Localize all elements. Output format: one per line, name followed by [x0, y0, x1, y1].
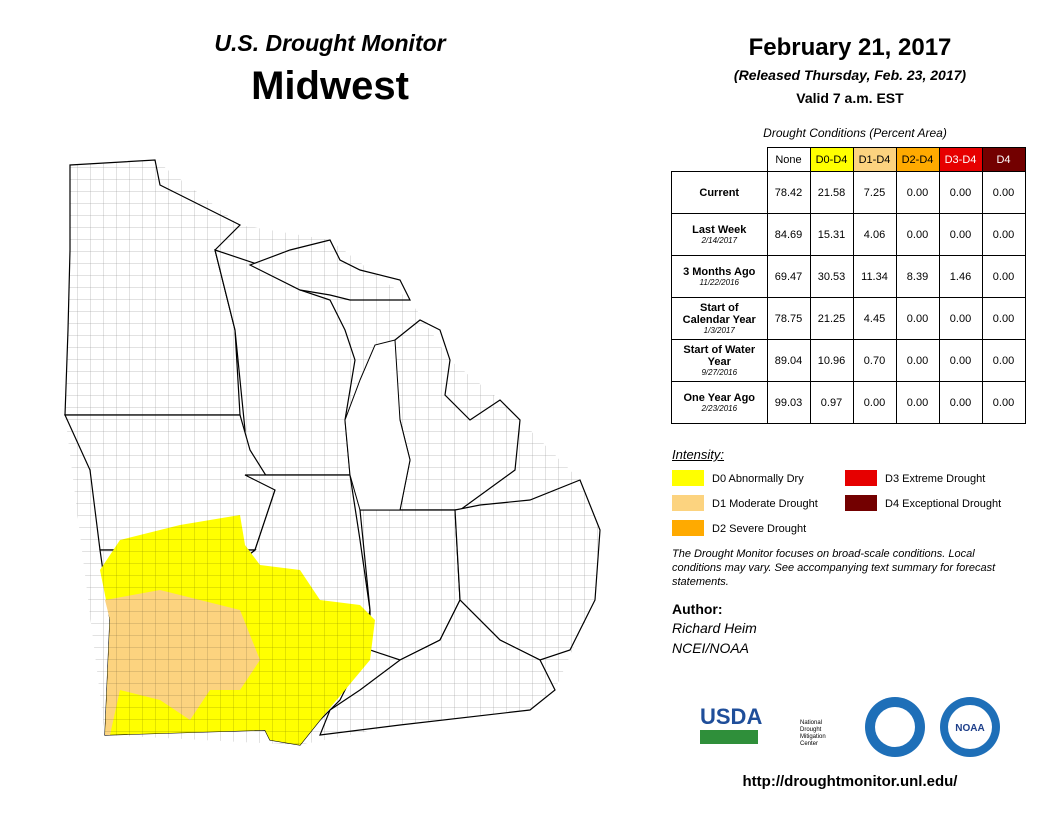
- column-header: D1-D4: [852, 147, 897, 172]
- cell: 4.45: [852, 297, 897, 340]
- cell: 0.00: [895, 213, 940, 256]
- row-title: One Year Ago: [683, 392, 756, 404]
- legend-swatch: [672, 520, 704, 536]
- cell: 7.25: [852, 171, 897, 214]
- table-row: Current 78.42 21.58 7.25 0.00 0.00 0.00: [671, 171, 1026, 214]
- author-org: NCEI/NOAA: [672, 640, 750, 656]
- cell: 0.00: [981, 381, 1026, 424]
- table-caption: Drought Conditions (Percent Area): [763, 126, 947, 140]
- valid: Valid 7 a.m. EST: [796, 90, 904, 106]
- row-date: 9/27/2016: [701, 368, 738, 377]
- cell: 0.00: [938, 171, 983, 214]
- cell: 0.00: [981, 297, 1026, 340]
- legend-swatch: [672, 495, 704, 511]
- noaa-text: NOAA: [955, 723, 984, 734]
- title: U.S. Drought Monitor: [214, 30, 446, 56]
- row-title: Current: [699, 186, 740, 199]
- author-heading: Author:: [672, 601, 723, 617]
- cell: 30.53: [809, 255, 854, 298]
- column-header: D3-D4: [938, 147, 983, 172]
- usda-logo: USDA: [700, 704, 763, 729]
- row-title: 3 Months Ago: [683, 266, 756, 278]
- legend-swatch: [845, 495, 877, 511]
- cell: 1.46: [938, 255, 983, 298]
- cell: 0.00: [938, 213, 983, 256]
- lake-michigan: [344, 339, 411, 511]
- table-row: 3 Months Ago 11/22/2016 69.47 30.53 11.34 8.3…: [671, 255, 1026, 298]
- cell: 0.00: [895, 297, 940, 340]
- cell: 0.00: [981, 213, 1026, 256]
- cell: 0.00: [938, 381, 983, 424]
- cell: 84.69: [766, 213, 811, 256]
- cell: 99.03: [766, 381, 811, 424]
- cell: 0.00: [852, 381, 897, 424]
- ndmc-logo: National Drought Mitigation Center: [800, 720, 826, 747]
- legend-label: D0 Abnormally Dry: [712, 473, 804, 485]
- cell: 0.00: [981, 171, 1026, 214]
- row-title: Start of Water Year: [683, 344, 756, 368]
- legend-label: D4 Exceptional Drought: [885, 498, 1002, 510]
- legend-label: D3 Extreme Drought: [885, 473, 986, 485]
- corner: [672, 148, 768, 172]
- url: http://droughtmonitor.unl.edu/: [742, 773, 958, 790]
- row-date: 2/23/2016: [701, 404, 738, 413]
- date: February 21, 2017: [748, 34, 952, 61]
- row-label: One Year Ago 2/23/2016: [671, 381, 768, 424]
- column-header: D4: [981, 147, 1026, 172]
- cell: 0.00: [981, 255, 1026, 298]
- county-lines: [65, 160, 600, 745]
- map: [64, 159, 601, 746]
- table-row: Start of Calendar Year 1/3/2017 78.75 21.25…: [671, 297, 1026, 340]
- cell: 69.47: [766, 255, 811, 298]
- row-label: Start of Calendar Year 1/3/2017: [671, 297, 768, 340]
- legend-label: D1 Moderate Drought: [712, 498, 818, 510]
- legend-swatch: [672, 470, 704, 486]
- note: The Drought Monitor focuses on broad-sca…: [672, 548, 996, 588]
- row-date: 11/22/2016: [699, 278, 739, 287]
- cell: 89.04: [766, 339, 811, 382]
- row-title: Start of Calendar Year: [682, 302, 756, 326]
- row-label: Last Week 2/14/2017: [671, 213, 768, 256]
- conditions-table: None D0-D4 D1-D4 D2-D4 D3-D4 D4 Current 78.42 21…: [671, 147, 1026, 424]
- cell: 15.31: [809, 213, 854, 256]
- cell: 10.96: [809, 339, 854, 382]
- legend-title: Intensity:: [672, 447, 725, 462]
- cell: 21.58: [809, 171, 854, 214]
- cell: 0.00: [895, 171, 940, 214]
- cell: 0.00: [938, 297, 983, 340]
- cell: 0.00: [895, 339, 940, 382]
- header-row: None D0-D4 D1-D4 D2-D4 D3-D4 D4: [672, 147, 1026, 172]
- released: (Released Thursday, Feb. 23, 2017): [733, 67, 967, 83]
- region: Midwest: [251, 64, 409, 108]
- cell: 4.06: [852, 213, 897, 256]
- table-row: Start of Water Year 9/27/2016 89.04 10.96 0.…: [671, 339, 1026, 382]
- cell: 0.00: [981, 339, 1026, 382]
- row-date: 2/14/2017: [701, 236, 738, 245]
- column-header: D0-D4: [809, 147, 854, 172]
- legend-swatch: [845, 470, 877, 486]
- cell: 0.00: [895, 381, 940, 424]
- cell: 21.25: [809, 297, 854, 340]
- agency-seals: NOAA: [865, 697, 1000, 757]
- row-date: 1/3/2017: [703, 326, 735, 335]
- cell: 78.75: [766, 297, 811, 340]
- table-row: Last Week 2/14/2017 84.69 15.31 4.06 0.00 0.00…: [671, 213, 1026, 256]
- row-title: Last Week: [692, 224, 747, 236]
- legend-label: D2 Severe Drought: [712, 523, 807, 535]
- cell: 0.97: [809, 381, 854, 424]
- cell: 78.42: [766, 171, 811, 214]
- column-header: D2-D4: [895, 147, 940, 172]
- cell: 8.39: [895, 255, 940, 298]
- row-label: Start of Water Year 9/27/2016: [671, 339, 768, 382]
- author-name: Richard Heim: [672, 620, 757, 636]
- row-label: Current: [671, 171, 768, 214]
- cell: 0.00: [938, 339, 983, 382]
- cell: 0.70: [852, 339, 897, 382]
- cell: 11.34: [852, 255, 897, 298]
- row-label: 3 Months Ago 11/22/2016: [671, 255, 768, 298]
- table-row: One Year Ago 2/23/2016 99.03 0.97 0.00 0.00 0.…: [671, 381, 1026, 424]
- usda-bar: [700, 730, 758, 744]
- column-header: None: [766, 147, 811, 172]
